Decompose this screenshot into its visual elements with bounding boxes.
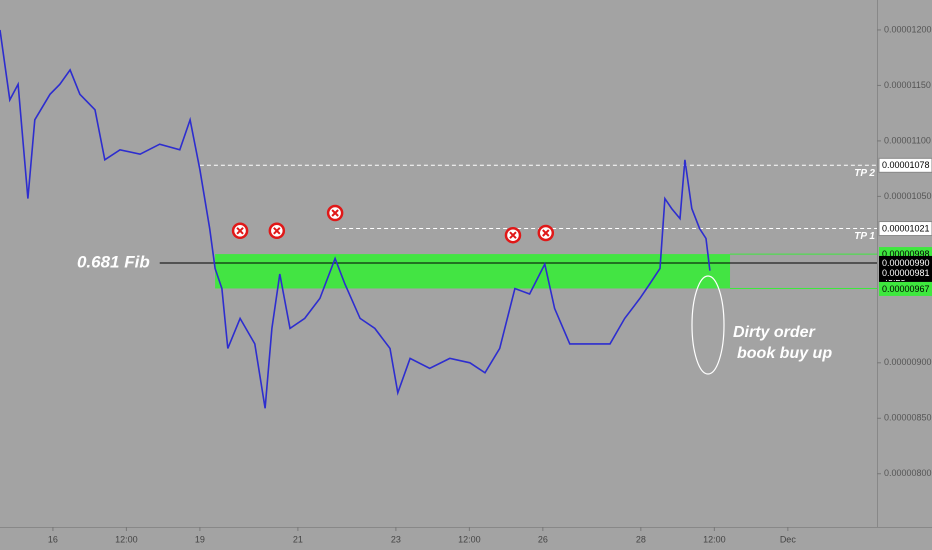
last-price-label-bg [879, 265, 932, 280]
note-text: book buy up [737, 345, 832, 362]
x-tick-label: 12:00 [115, 534, 138, 544]
x-tick-label: 28 [636, 534, 646, 544]
x-tick-label: 12:00 [703, 534, 726, 544]
y-tick-label: 0.00001150 [884, 80, 931, 90]
y-tick-label: 0.00000900 [884, 357, 932, 367]
x-tick-label: 16 [48, 534, 58, 544]
x-tick-label: Dec [780, 534, 797, 544]
target-tag: TP 1 [854, 231, 875, 242]
x-tick-label: 12:00 [458, 534, 481, 544]
x-tick-label: 26 [538, 534, 548, 544]
x-tick-label: 19 [195, 534, 205, 544]
level-price-label-bg [878, 221, 932, 237]
level-price-label: 0.00001078 [882, 160, 930, 170]
fib-price-label: 0.00000990 [882, 258, 930, 268]
marker-cross [273, 227, 281, 235]
note-text: Dirty order [733, 324, 816, 341]
y-tick-label: 0.00000800 [884, 468, 932, 478]
target-tag: TP 2 [854, 168, 875, 179]
zone-bottom-label: 0.00000967 [882, 284, 930, 294]
x-tick-label: 21 [293, 534, 303, 544]
y-tick-label: 0.00001100 [884, 135, 931, 145]
level-price-label: 0.00001021 [882, 223, 930, 233]
zone-top-label: 0.00000998 [882, 249, 930, 259]
level-price-label-bg [878, 157, 932, 173]
support-zone [215, 254, 731, 289]
y-tick-label: 0.00001200 [884, 24, 932, 34]
price-line [0, 29, 711, 409]
last-price-label: 0.00000981 [882, 268, 930, 278]
y-tick-label: 0.00001050 [884, 191, 932, 201]
marker-cross [331, 209, 339, 217]
x-tick-label: 23 [391, 534, 401, 544]
marker-cross [542, 229, 550, 237]
y-tick-label: 0.00000850 [884, 413, 932, 423]
marker-cross [509, 231, 517, 239]
fib-text: 0.681 Fib [77, 252, 150, 271]
zone-bottom-label-bg [879, 281, 932, 296]
marker-cross [236, 227, 244, 235]
highlight-ellipse [691, 275, 725, 375]
